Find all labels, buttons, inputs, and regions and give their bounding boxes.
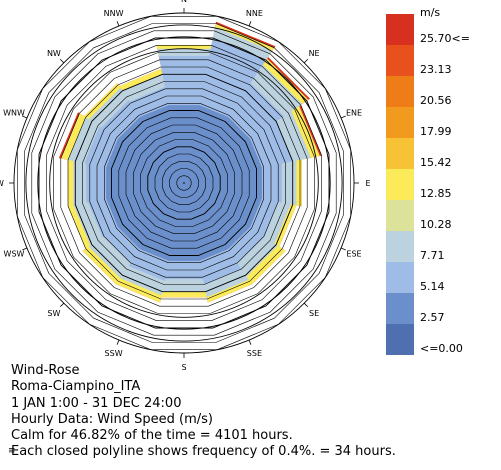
- menu-glyph: ≡: [8, 446, 16, 456]
- tick-SE: [303, 302, 309, 308]
- legend-label-5: 12.85: [420, 187, 452, 200]
- legend-swatch-6: [386, 200, 414, 231]
- frequency-ring-4: [154, 153, 214, 213]
- legend-label-2: 20.56: [420, 94, 452, 107]
- legend-swatch-3: [386, 107, 414, 138]
- frequency-ring-15: [74, 73, 294, 293]
- legend-label-7: 7.71: [420, 249, 445, 262]
- direction-label-NW: NW: [47, 49, 61, 58]
- frequency-ring-13: [89, 88, 279, 278]
- tick-NW: [59, 58, 65, 64]
- caption-ring-note: Each closed polyline shows frequency of …: [11, 444, 396, 460]
- frequency-ring-1: [176, 175, 192, 191]
- caption-calm: Calm for 46.82% of the time = 4101 hours…: [11, 428, 293, 444]
- outer-circle-1: [25, 24, 343, 342]
- direction-label-E: E: [365, 179, 370, 188]
- tick-NNW: [116, 21, 120, 27]
- frequency-ring-2: [169, 168, 199, 198]
- tick-ENE: [340, 115, 346, 119]
- caption-period: 1 JAN 1:00 - 31 DEC 24:00: [11, 395, 182, 411]
- direction-label-WNW: WNW: [3, 109, 25, 118]
- direction-label-NNE: NNE: [246, 9, 263, 18]
- frequency-ring-8: [125, 124, 243, 242]
- frequency-ring-18: [53, 52, 315, 314]
- frequency-ring-19: [45, 44, 323, 322]
- direction-label-SSE: SSE: [247, 349, 262, 358]
- caption-data-type: Hourly Data: Wind Speed (m/s): [11, 411, 213, 427]
- legend-label-10: <=0.00: [420, 342, 463, 355]
- direction-label-SW: SW: [47, 309, 60, 318]
- tick-WNW: [22, 115, 28, 119]
- tick-NE: [303, 58, 309, 64]
- frequency-ring-11: [104, 103, 265, 264]
- tick-NNE: [248, 21, 252, 27]
- legend-label-4: 15.42: [420, 156, 452, 169]
- legend-label-1: 23.13: [420, 63, 452, 76]
- legend-swatch-2: [386, 76, 414, 107]
- center-dot: [183, 182, 185, 184]
- frequency-ring-17: [60, 59, 308, 307]
- tick-SSE: [248, 339, 252, 345]
- frequency-ring-6: [140, 139, 228, 227]
- direction-label-N: N: [181, 0, 187, 4]
- direction-label-ENE: ENE: [346, 109, 362, 118]
- legend-swatch-10: [386, 324, 414, 355]
- legend-unit-label: m/s: [420, 6, 440, 19]
- legend-swatch-8: [386, 262, 414, 293]
- frequency-ring-21: [31, 30, 337, 336]
- legend-swatch-4: [386, 138, 414, 169]
- direction-label-ESE: ESE: [346, 249, 361, 258]
- tick-SW: [59, 302, 65, 308]
- legend-swatch-7: [386, 231, 414, 262]
- frequency-ring-16: [67, 66, 301, 300]
- legend-swatch-9: [386, 293, 414, 324]
- direction-label-SSW: SSW: [105, 349, 123, 358]
- legend-label-6: 10.28: [420, 218, 452, 231]
- direction-label-WSW: WSW: [4, 249, 25, 258]
- direction-label-NNW: NNW: [104, 9, 124, 18]
- frequency-ring-10: [111, 110, 257, 256]
- direction-label-S: S: [181, 363, 186, 372]
- legend-label-0: 25.70<=: [420, 32, 470, 45]
- legend-swatch-1: [386, 45, 414, 76]
- direction-label-SE: SE: [309, 309, 319, 318]
- frequency-ring-7: [133, 132, 235, 234]
- frequency-ring-14: [82, 81, 286, 285]
- frequency-ring-12: [96, 95, 272, 271]
- legend-swatch-5: [386, 169, 414, 200]
- frequency-ring-3: [162, 161, 206, 205]
- frequency-ring-5: [147, 146, 221, 220]
- tick-WSW: [22, 247, 28, 251]
- tick-ESE: [340, 247, 346, 251]
- legend-label-9: 2.57: [420, 311, 445, 324]
- outer-circle-3: [49, 48, 319, 318]
- legend-swatch-0: [386, 14, 414, 45]
- tick-SSW: [116, 339, 120, 345]
- legend-label-8: 5.14: [420, 280, 445, 293]
- frequency-ring-22: [24, 23, 344, 343]
- legend-label-3: 17.99: [420, 125, 452, 138]
- frequency-ring-9: [118, 117, 250, 249]
- caption-title: Wind-Rose: [11, 363, 80, 378]
- frequency-ring-20: [38, 37, 330, 329]
- direction-label-W: W: [0, 179, 4, 188]
- outer-circle-2: [37, 36, 331, 330]
- caption-station: Roma-Ciampino_ITA: [11, 379, 141, 395]
- chart-caption: Wind-Rose Roma-Ciampino_ITA 1 JAN 1:00 -…: [11, 363, 396, 461]
- direction-label-NE: NE: [309, 49, 320, 58]
